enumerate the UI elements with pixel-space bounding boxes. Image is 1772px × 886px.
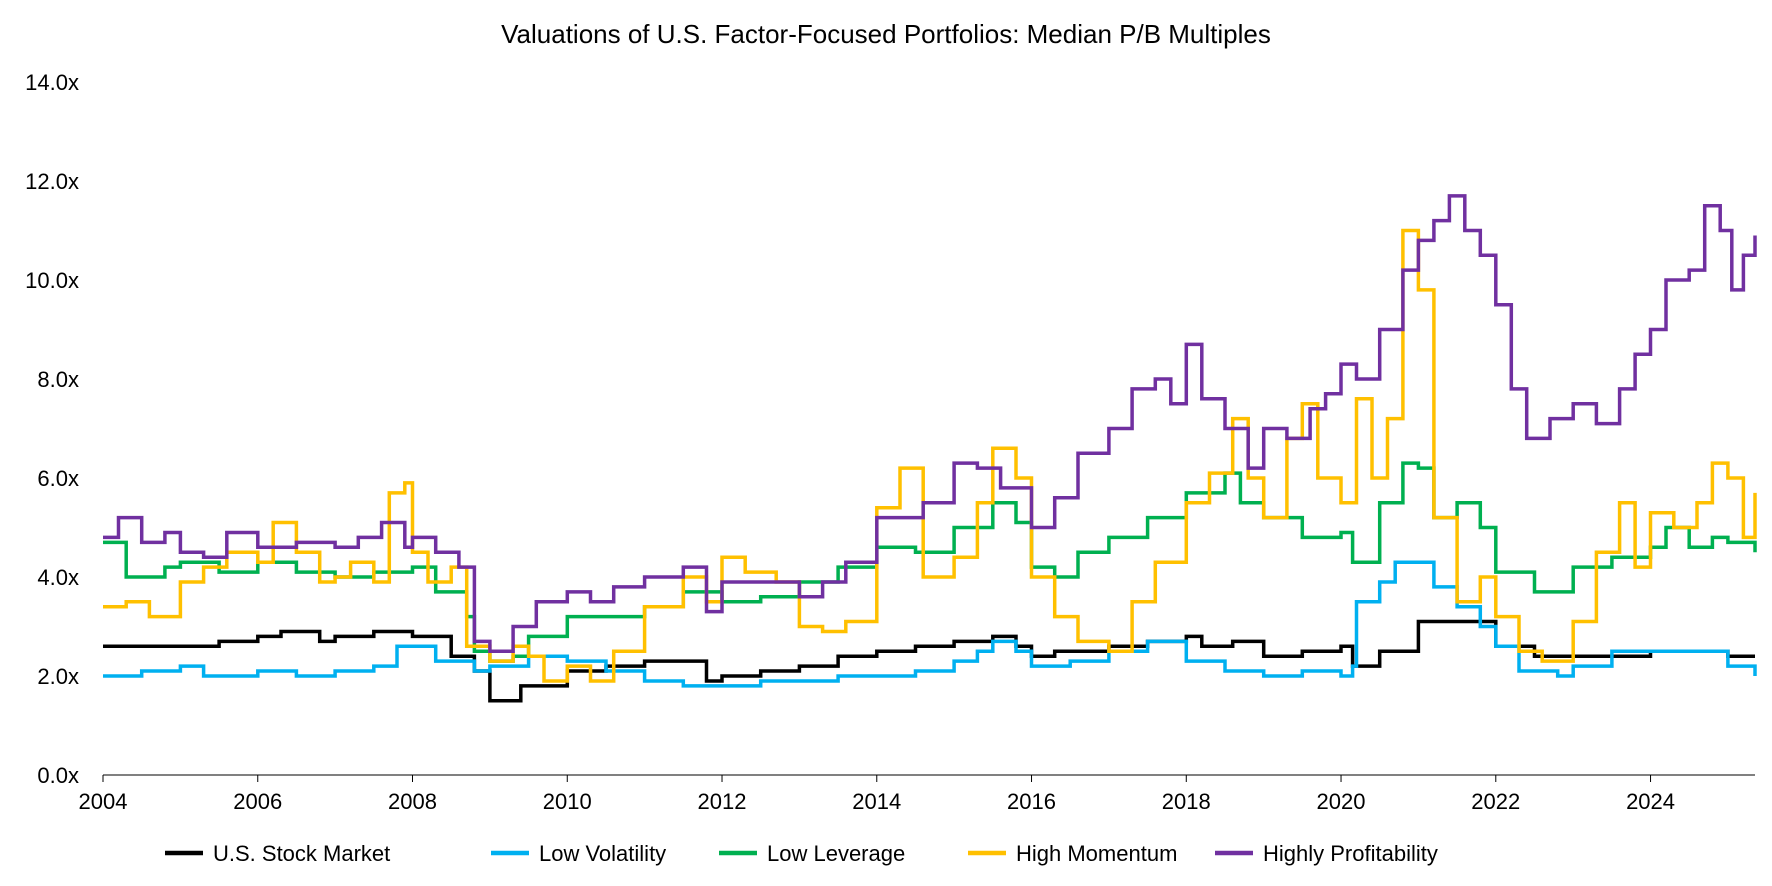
chart-title: Valuations of U.S. Factor-Focused Portfo… (501, 19, 1271, 49)
x-tick-label: 2022 (1471, 789, 1520, 814)
x-tick-label: 2016 (1007, 789, 1056, 814)
y-tick-label: 2.0x (37, 664, 79, 689)
series-line-u-s-stock-market (103, 619, 1755, 703)
y-tick-label: 6.0x (37, 466, 79, 491)
y-tick-label: 12.0x (25, 169, 79, 194)
legend-label-low-leverage: Low Leverage (767, 841, 905, 866)
legend-label-u-s-stock-market: U.S. Stock Market (213, 841, 390, 866)
y-tick-label: 0.0x (37, 763, 79, 788)
x-tick-label: 2014 (852, 789, 901, 814)
x-tick-label: 2024 (1626, 789, 1675, 814)
y-tick-label: 4.0x (37, 565, 79, 590)
x-tick-label: 2010 (543, 789, 592, 814)
legend-label-high-momentum: High Momentum (1016, 841, 1177, 866)
series-line-low-volatility (103, 560, 1757, 688)
y-tick-label: 14.0x (25, 70, 79, 95)
series-line-highly-profitability (103, 194, 1757, 654)
x-tick-label: 2004 (79, 789, 128, 814)
y-tick-label: 8.0x (37, 367, 79, 392)
x-tick-label: 2018 (1162, 789, 1211, 814)
x-tick-label: 2006 (233, 789, 282, 814)
series-lines (103, 194, 1757, 703)
x-tick-label: 2008 (388, 789, 437, 814)
x-tick-label: 2012 (698, 789, 747, 814)
series-line-low-leverage (103, 461, 1757, 663)
legend-label-low-volatility: Low Volatility (539, 841, 666, 866)
x-tick-label: 2020 (1317, 789, 1366, 814)
legend-label-highly-profitability: Highly Profitability (1263, 841, 1438, 866)
y-tick-label: 10.0x (25, 268, 79, 293)
series-line-high-momentum (103, 228, 1757, 683)
x-axis-ticks: 2004 2006 2008 2010 2012 2014 2016 2018 2020 2022… (79, 775, 1675, 814)
y-axis-ticks: 0.0x 2.0x 4.0x 6.0x 8.0x 10.0x 12.0x 14.0x (25, 70, 79, 788)
legend: U.S. Stock Market Low Volatility Low Lever… (165, 841, 1438, 866)
